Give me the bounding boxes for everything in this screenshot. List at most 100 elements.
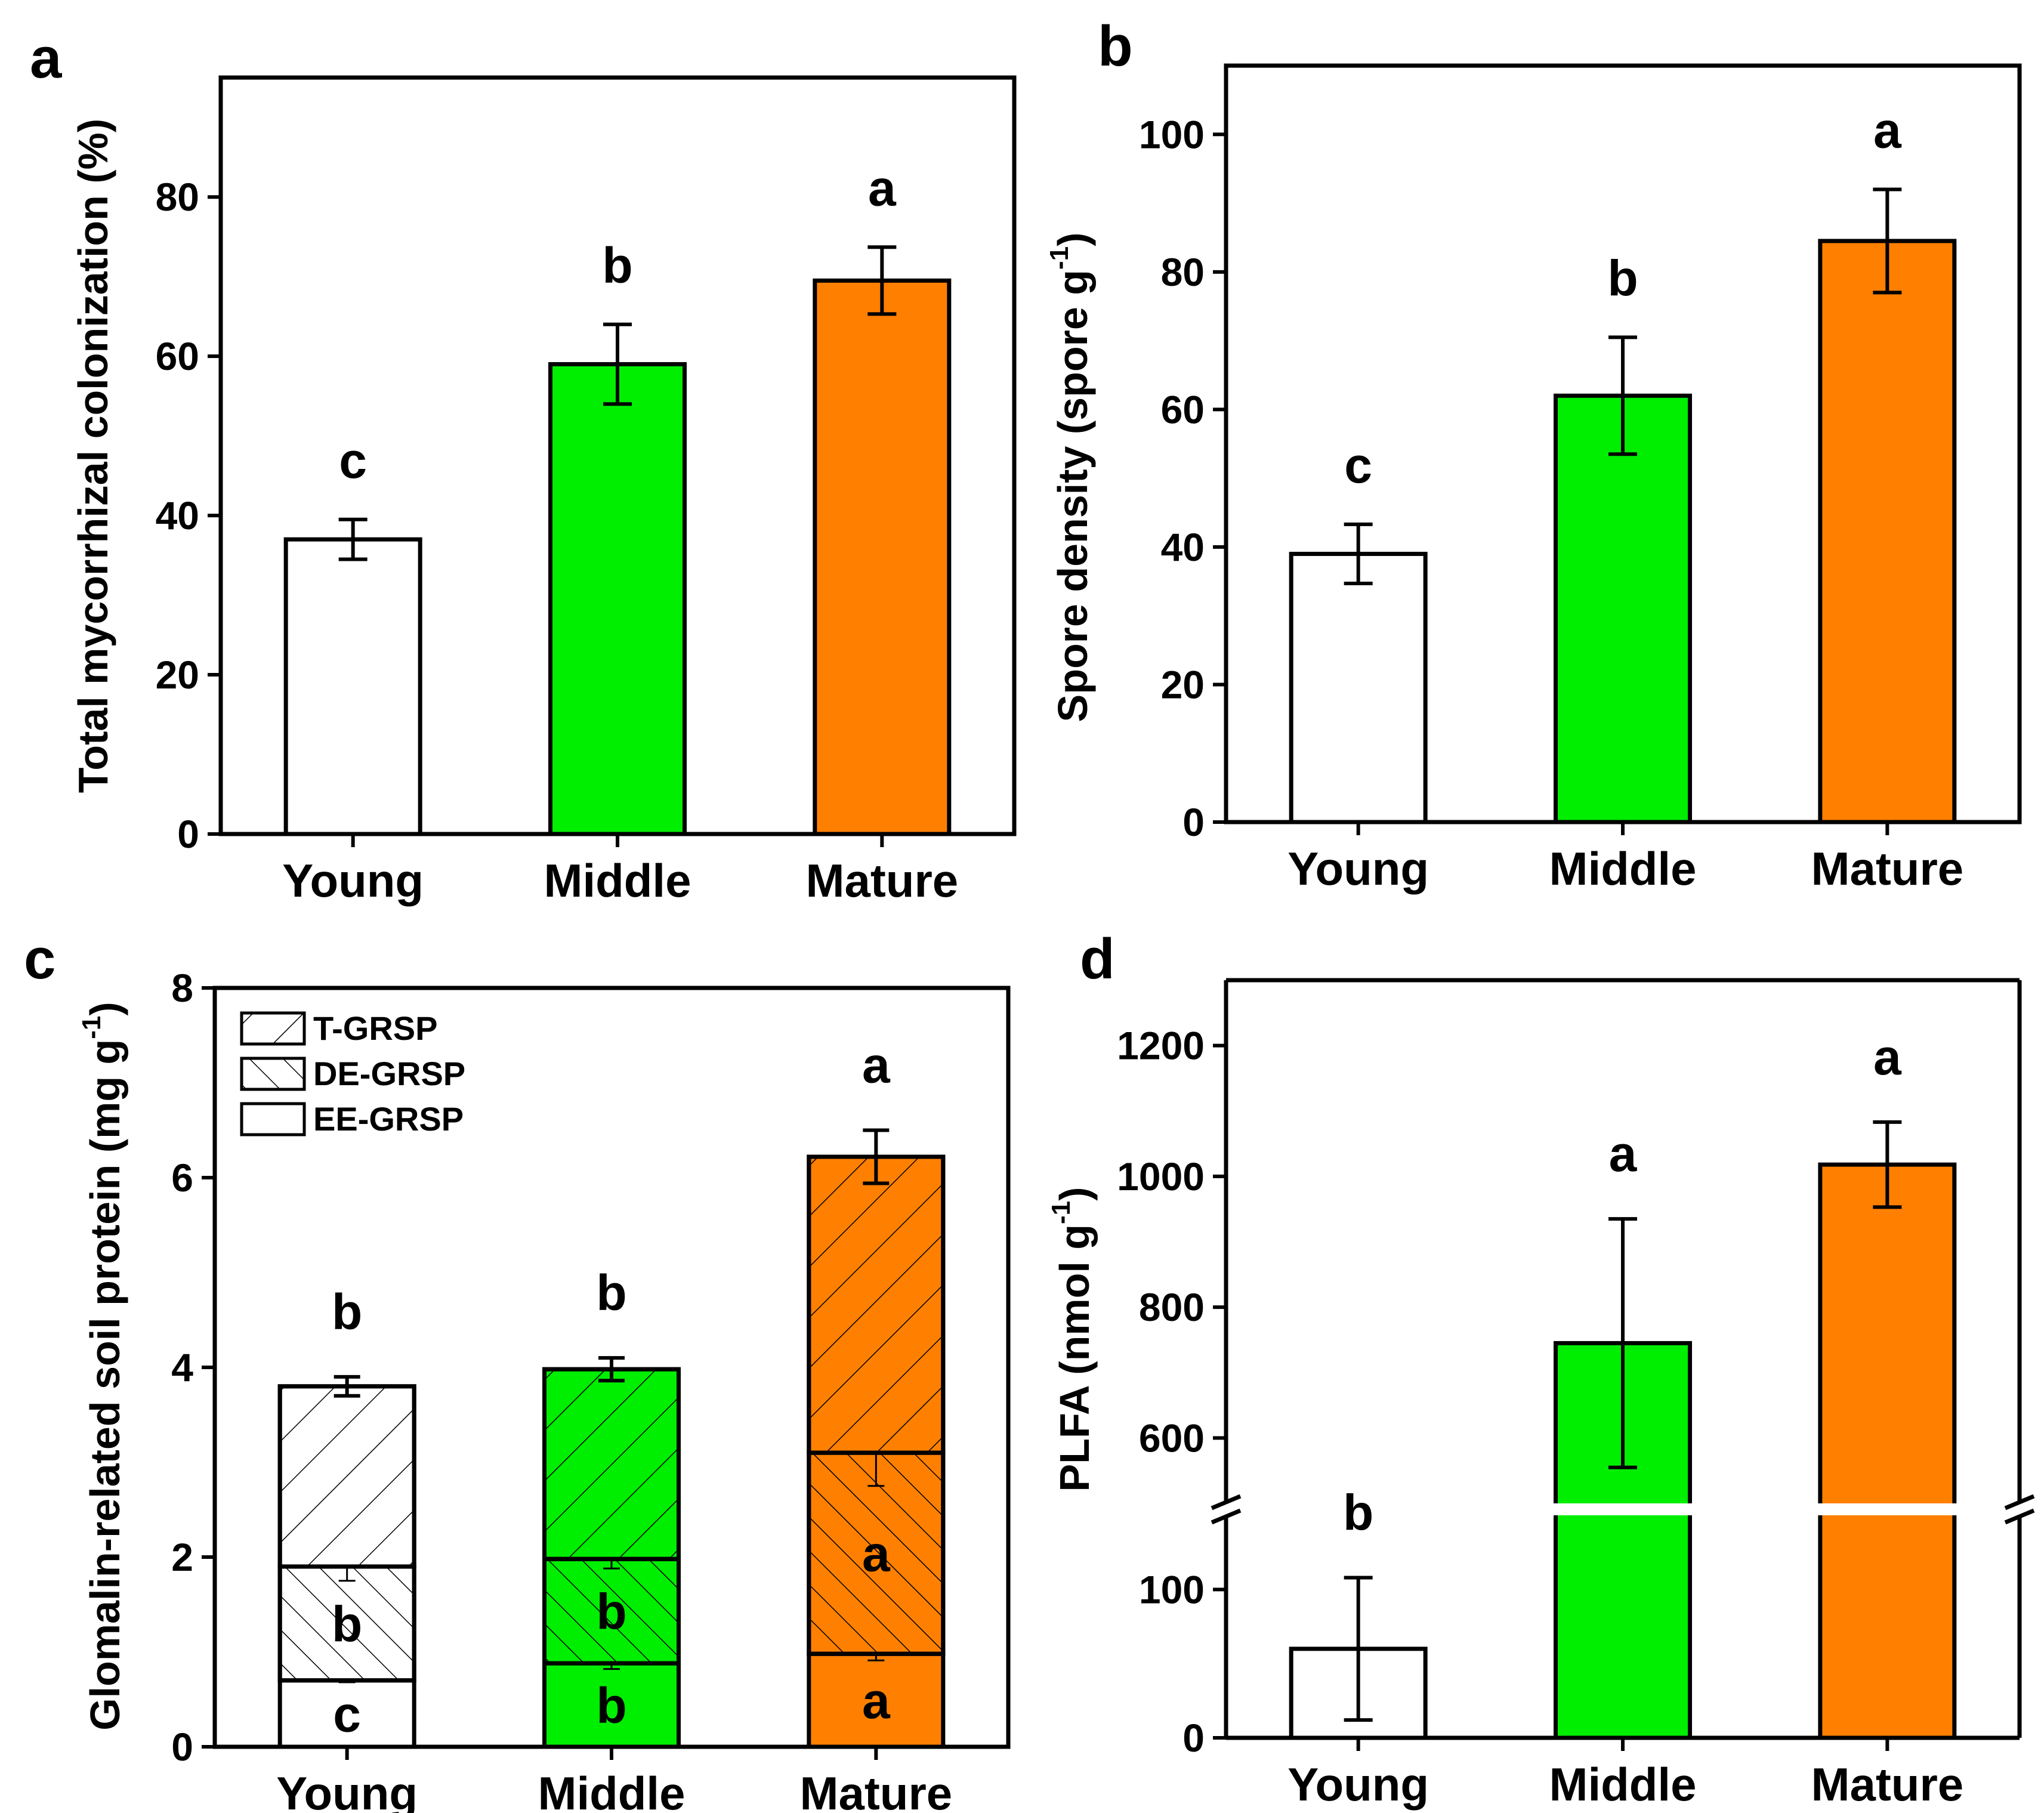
panel-d-chart: b Young a Middle a Mature 600 800 1000 1200 0 100 PL… [1046,978,2035,1811]
y-axis-title-sup: -1 [77,1016,106,1039]
sig-letter-ee-grsp-young: c [333,1686,361,1742]
y-axis-title: Total mycorrhizal colonization (%) [70,119,116,793]
axis-break-gap-mature [1816,1503,1958,1515]
x-tick-label-young: Young [1287,1758,1429,1811]
hatch-t-grsp-young [280,1386,415,1567]
axis-break-mark-1-b [2004,1508,2035,1525]
sig-letter-middle: a [1609,1126,1638,1182]
legend-label-t-grsp: T-GRSP [313,1009,437,1047]
panel-c-chart: cbbYoungbbbMiddleaaaMature02468T-GRSPDE-… [77,966,1011,1813]
y-axis-title-sup: -1 [1045,246,1074,270]
y-axis-title: Glomalin-related soil protein (mg g-1) [77,1002,128,1730]
sig-letter-young: c [1344,437,1372,493]
legend-swatch-de-grsp [240,1057,306,1091]
hatch-de-grsp-middle [544,1559,679,1664]
x-tick-label-mature: Mature [805,854,958,907]
axis-break-mark-0-b [1211,1508,1242,1525]
bar-mature [1818,239,1957,824]
y-axis-title-text: Total mycorrhizal colonization (%) [70,119,116,793]
y-tick-label: 20 [1161,662,1205,706]
y-axis-title: PLFA (nmol g-1) [1046,1187,1098,1492]
y-tick-label: 40 [1161,525,1205,569]
panel-letter-a: a [30,26,62,90]
sig-letter-young: c [339,433,367,489]
bar-mature [1818,1162,1957,1740]
y-tick-label: 0 [177,812,199,856]
x-tick-label-mature: Mature [1811,1758,1963,1811]
sig-letter-young: b [1343,1484,1373,1540]
x-tick-label-middle: Middle [538,1767,686,1813]
axis-break-gap-middle [1552,1503,1694,1515]
sig-letter-middle: b [1607,250,1638,306]
plot-frame [1224,63,2022,824]
y-tick-label: 80 [156,175,199,219]
sig-letter-de-grsp-mature: a [862,1526,891,1582]
y-tick-label: 100 [1139,1567,1205,1611]
sig-letter-ee-grsp-mature: a [862,1673,891,1729]
sig-letter-t-grsp-middle: b [596,1265,626,1321]
panel-letter-c: c [24,927,55,991]
y-tick-label: 0 [171,1725,193,1769]
y-tick-label: 80 [1161,250,1205,294]
legend-swatch-ee-grsp [240,1102,306,1136]
hatch-de-grsp-young [280,1566,415,1681]
y-axis-title-suffix: ) [1051,1187,1098,1201]
y-tick-label: 0 [1182,1716,1205,1760]
x-tick-label-middle: Middle [1549,842,1697,895]
bar-middle [1554,393,1692,824]
hatch-t-grsp-mature [808,1157,943,1453]
legend-swatch-t-grsp [240,1011,306,1046]
axis-break-mark-1-a [2004,1494,2035,1511]
y-tick-label: 60 [156,334,199,378]
sig-letter-de-grsp-young: b [332,1596,362,1652]
legend-label-de-grsp: DE-GRSP [313,1055,465,1092]
bar-segment-ee-grsp-young [277,1678,416,1749]
sig-letter-mature: a [868,160,897,216]
y-tick-label: 6 [171,1156,193,1200]
y-tick-label: 1000 [1117,1154,1205,1199]
bar-middle [548,362,687,836]
y-tick-label: 100 [1139,112,1205,156]
panel-letter-d: d [1080,927,1115,991]
x-tick-label-mature: Mature [1811,842,1963,895]
sig-letter-t-grsp-young: b [332,1284,362,1340]
x-tick-label-middle: Middle [1549,1758,1697,1811]
x-tick-label-young: Young [276,1767,418,1813]
x-tick-label-young: Young [282,854,424,907]
y-tick-label: 600 [1139,1416,1205,1460]
sig-letter-de-grsp-middle: b [596,1584,626,1640]
y-tick-label: 2 [171,1535,193,1579]
bar-mature [813,278,952,836]
x-tick-label-mature: Mature [799,1767,952,1813]
y-tick-label: 800 [1139,1285,1205,1329]
x-tick-label-middle: Middle [544,854,691,907]
legend-label-ee-grsp: EE-GRSP [313,1100,464,1138]
bar-segment-ee-grsp-mature [807,1651,946,1749]
y-tick-label: 0 [1182,800,1205,844]
sig-letter-middle: b [602,237,632,294]
y-tick-label: 4 [171,1345,193,1389]
bar-young [1289,551,1428,824]
x-tick-label-young: Young [1287,842,1429,895]
axis-break-mark-0-a [1211,1494,1242,1511]
y-tick-label: 40 [156,493,199,538]
plot-frame [218,75,1017,836]
y-tick-label: 60 [1161,387,1205,431]
y-axis-title-text: Glomalin-related soil protein (mg g [82,1039,128,1731]
y-axis-title-suffix: ) [1049,233,1096,246]
y-axis-title-text: Spore density (spore g [1049,270,1096,722]
panel-a-chart: c Young b Middle a Mature 0 20 40 60 80 Total mycor… [70,75,1017,907]
y-tick-label: 1200 [1117,1024,1205,1068]
sig-letter-mature: a [1873,102,1902,158]
panel-letter-b: b [1098,14,1133,78]
y-axis-title: Spore density (spore g-1) [1045,233,1096,722]
sig-letter-t-grsp-mature: a [862,1037,891,1094]
bar-young [283,537,422,836]
sig-letter-mature: a [1873,1029,1902,1085]
y-tick-label: 20 [156,653,199,697]
y-axis-title-sup: -1 [1046,1201,1076,1224]
y-axis-title-text: PLFA (nmol g [1051,1224,1098,1491]
hatch-t-grsp-middle [544,1369,679,1559]
y-axis-title-suffix: ) [82,1002,128,1015]
